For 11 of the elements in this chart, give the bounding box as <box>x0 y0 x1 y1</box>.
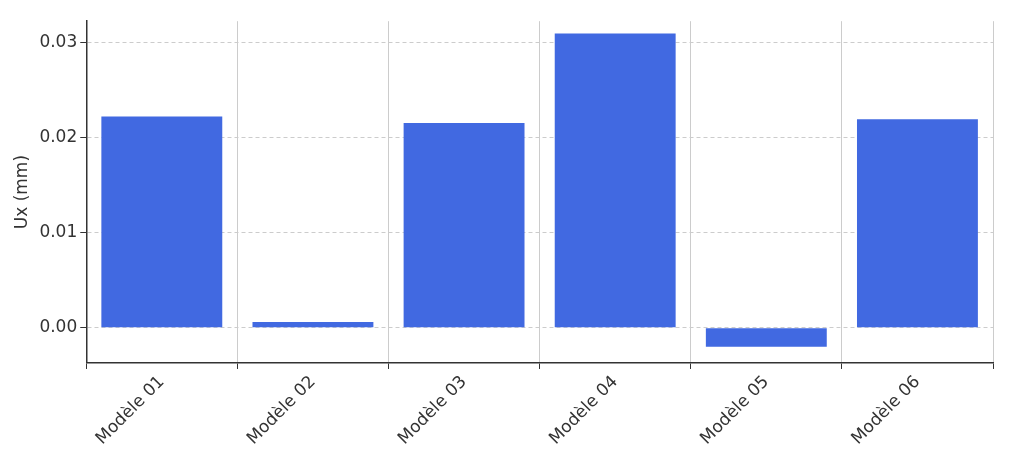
bar <box>252 322 374 328</box>
bar <box>554 33 676 328</box>
bar <box>705 328 827 347</box>
y-tick-label: 0.03 <box>39 30 78 51</box>
y-tick-label: 0.00 <box>39 316 78 337</box>
y-tick-label: 0.01 <box>39 220 78 241</box>
bar <box>101 116 223 328</box>
bar <box>403 123 525 328</box>
y-axis-title: Ux (mm) <box>10 154 31 230</box>
bar <box>856 119 978 328</box>
y-tick-label: 0.02 <box>39 125 78 146</box>
